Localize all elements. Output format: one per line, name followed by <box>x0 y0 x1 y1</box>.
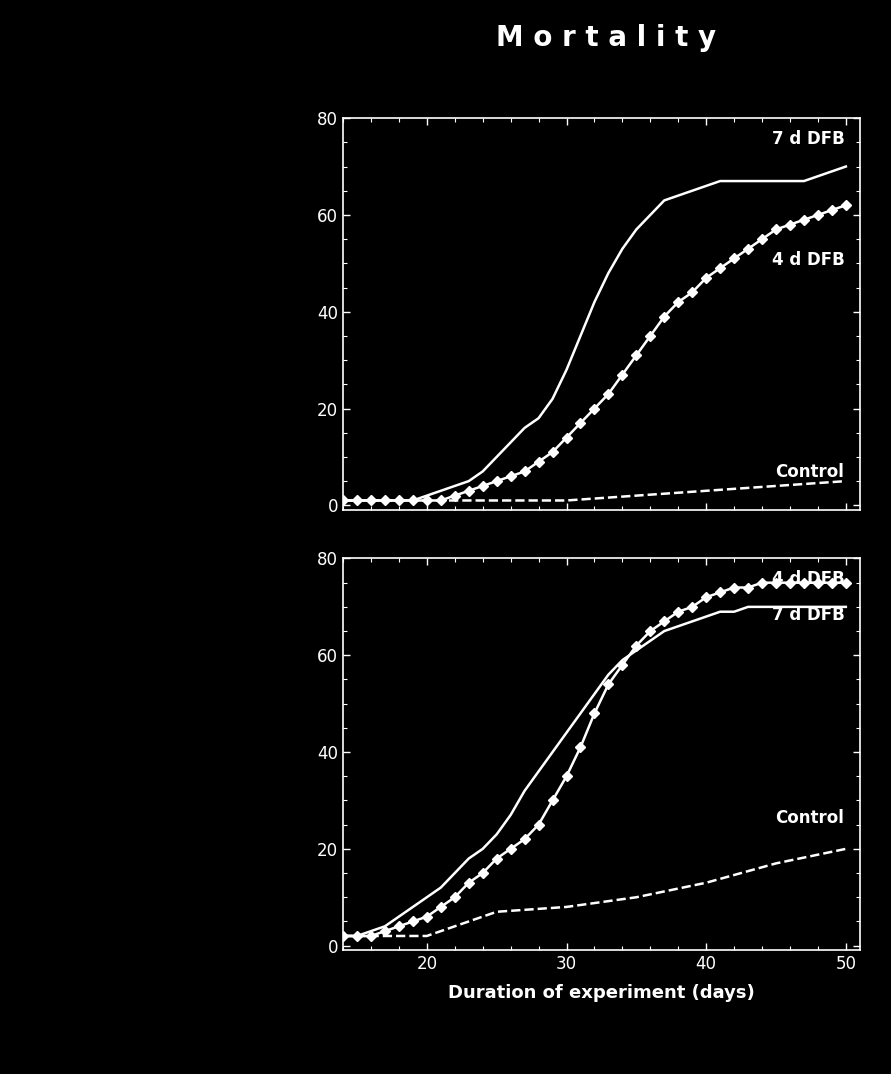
Text: 4 d DFB: 4 d DFB <box>772 251 845 270</box>
Text: Control: Control <box>775 463 845 481</box>
Text: 4 d DFB: 4 d DFB <box>772 570 845 589</box>
Text: 7 d DFB: 7 d DFB <box>41 997 119 1015</box>
Text: Control: Control <box>775 810 845 827</box>
Text: 7 d DFB: 7 d DFB <box>772 606 845 624</box>
Text: Accumulated % mortality: Accumulated % mortality <box>32 409 50 665</box>
X-axis label: Duration of experiment (days): Duration of experiment (days) <box>448 985 755 1002</box>
Text: 7 d DFB: 7 d DFB <box>772 130 845 148</box>
Text: 4 d DFB: 4 d DFB <box>41 1022 119 1041</box>
Text: M o r t a l i t y: M o r t a l i t y <box>495 24 716 52</box>
